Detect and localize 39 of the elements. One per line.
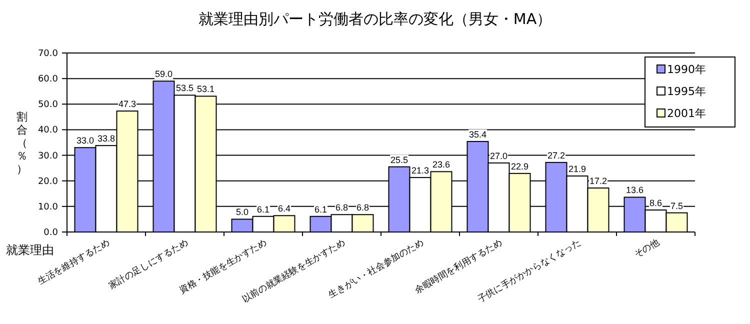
data-label: 13.6 (625, 185, 644, 196)
data-label: 6.4 (278, 204, 291, 214)
chart-title: 就業理由別パート労働者の比率の変化（男女・MA） (198, 10, 552, 28)
y-axis-title: 割合（％） (16, 110, 28, 176)
y-tick-label: 10.0 (38, 202, 58, 212)
legend-label: 1995年 (667, 85, 706, 98)
y-tick-label: 0.0 (44, 228, 58, 238)
data-label: 59.0 (154, 69, 174, 80)
y-tick-label: 30.0 (38, 151, 58, 162)
data-label: 23.6 (432, 160, 451, 170)
data-label: 6.1 (256, 204, 270, 214)
data-label: 7.5 (670, 200, 684, 211)
x-axis-title: 就業理由 (6, 243, 54, 257)
data-label: 33.8 (96, 134, 116, 144)
data-label: 5.0 (236, 207, 249, 218)
data-label: 25.5 (390, 154, 409, 165)
data-label: 35.4 (468, 129, 488, 140)
data-label: 6.8 (335, 202, 348, 213)
data-label: 27.2 (546, 150, 566, 160)
y-tick-label: 40.0 (38, 126, 58, 136)
data-label: 6.1 (314, 204, 328, 214)
data-label: 6.8 (356, 202, 370, 213)
data-label: 53.1 (196, 84, 216, 94)
data-label: 21.3 (410, 166, 430, 176)
y-tick-label: 70.0 (38, 49, 58, 59)
data-label: 27.0 (489, 150, 508, 161)
y-tick-label: 50.0 (38, 100, 58, 110)
data-label: 17.2 (588, 176, 608, 186)
y-tick-label: 60.0 (38, 74, 58, 85)
data-label: 33.0 (76, 136, 95, 146)
data-label: 53.5 (175, 83, 194, 94)
data-label: 8.6 (649, 198, 662, 208)
legend-label: 1990年 (667, 63, 706, 76)
data-label: 21.9 (568, 164, 587, 174)
data-label: 22.9 (510, 161, 530, 172)
x-tick-label: その他 (632, 237, 662, 260)
y-tick-label: 20.0 (38, 176, 58, 187)
data-label: 47.3 (118, 99, 137, 110)
legend-label: 2001年 (667, 107, 706, 120)
